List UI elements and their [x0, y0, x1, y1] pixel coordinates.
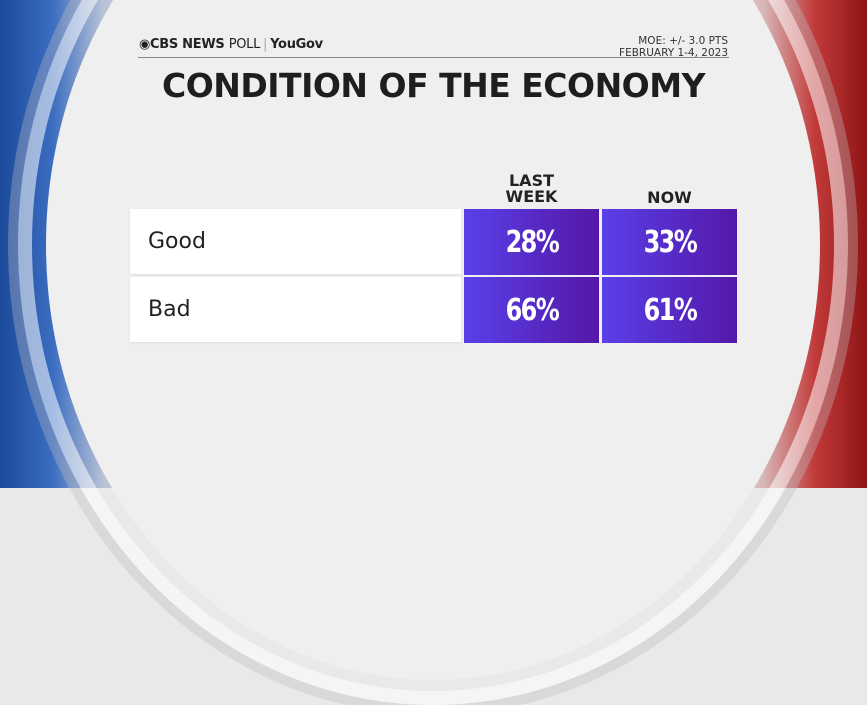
poll-text: POLL — [228, 37, 261, 52]
column-header-last-week: LAST WEEK — [505, 171, 558, 206]
dates-text: FEBRUARY 1-4, 2023 — [619, 47, 728, 59]
poll-meta: MOE: +/- 3.0 PTS FEBRUARY 1-4, 2023 — [619, 35, 728, 59]
page-title: CONDITION OF THE ECONOMY — [162, 66, 705, 105]
cbs-news-poll-logo: ◉CBS NEWS POLL | YouGov — [139, 37, 323, 52]
cell-good-last-week: 28% — [464, 209, 599, 275]
row-label-bad: Bad — [130, 277, 461, 342]
column-header-now: NOW — [647, 188, 692, 207]
cbs-eye-icon: ◉ — [139, 37, 151, 52]
divider: | — [263, 37, 268, 52]
moe-text: MOE: +/- 3.0 PTS — [638, 35, 728, 47]
cell-good-now: 33% — [602, 209, 737, 275]
cell-bad-last-week: 66% — [464, 277, 599, 343]
brand-text: CBS NEWS — [150, 37, 225, 52]
row-label-good: Good — [130, 209, 461, 274]
yougov-logo: YouGov — [270, 37, 323, 52]
cell-bad-now: 61% — [602, 277, 737, 343]
header-rule — [138, 57, 729, 58]
